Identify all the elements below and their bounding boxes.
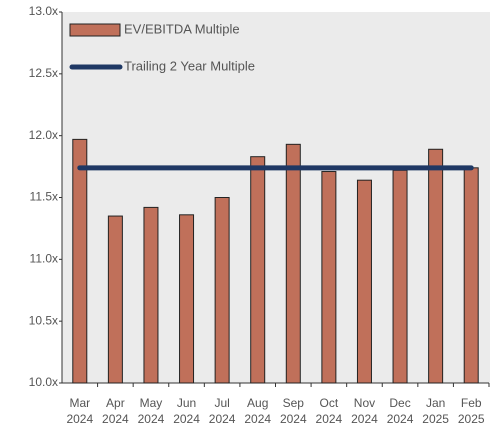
y-tick-label: 10.5x (29, 313, 58, 327)
bar (321, 171, 337, 384)
x-tick-label: Nov 2024 (351, 396, 378, 426)
x-tick-label: Jun 2024 (173, 396, 200, 426)
bar (214, 197, 230, 384)
y-tick-label: 13.0x (29, 4, 58, 18)
x-tick-label: Jan 2025 (422, 396, 449, 426)
legend-label: EV/EBITDA Multiple (124, 21, 240, 36)
bar (463, 167, 479, 384)
x-tick-label: Sep 2024 (280, 396, 307, 426)
y-tick-label: 10.0x (29, 375, 58, 389)
bar (356, 179, 372, 384)
y-tick-label: 11.0x (30, 252, 58, 266)
x-tick-label: Jul 2024 (209, 396, 236, 426)
x-tick-label: Aug 2024 (244, 396, 271, 426)
bar (179, 214, 195, 384)
bar (250, 156, 266, 384)
y-tick-label: 11.5x (30, 190, 58, 204)
y-tick-label: 12.0x (29, 128, 58, 142)
legend-label: Trailing 2 Year Multiple (124, 58, 255, 73)
x-tick-label: Dec 2024 (387, 396, 414, 426)
plot-background (62, 12, 490, 383)
x-tick-label: Mar 2024 (66, 396, 93, 426)
bar (107, 215, 123, 384)
x-tick-label: Apr 2024 (102, 396, 129, 426)
legend-swatch (69, 23, 121, 37)
x-tick-label: May 2024 (138, 396, 165, 426)
x-tick-label: Feb 2025 (458, 396, 485, 426)
bar (72, 138, 88, 384)
bar (143, 206, 159, 384)
x-tick-label: Oct 2024 (316, 396, 343, 426)
bar (285, 143, 301, 384)
bar (392, 169, 408, 384)
bar (428, 148, 444, 384)
y-tick-label: 12.5x (29, 66, 58, 80)
